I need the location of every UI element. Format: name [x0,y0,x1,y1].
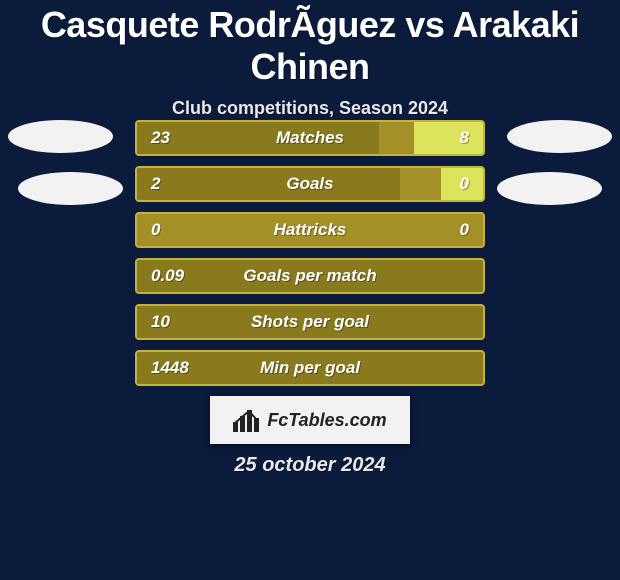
branding-text: FcTables.com [267,410,386,431]
branding-badge: FcTables.com [210,396,410,444]
stat-row: 2 0 Goals [135,166,485,202]
stat-value-right: 8 [460,128,469,148]
player-right-avatar-1 [507,120,612,153]
page-title: Casquete RodrÃ­guez vs Arakaki Chinen [0,0,620,88]
stat-row: 23 8 Matches [135,120,485,156]
stats-bars: 23 8 Matches 2 0 Goals 0 0 Hattricks 0.09 Goals pe… [135,120,485,396]
stat-value-left: 1448 [151,358,189,378]
stat-fill-right [414,122,483,154]
stat-value-left: 0.09 [151,266,184,286]
stat-label: Shots per goal [251,312,369,332]
stat-row: 10 Shots per goal [135,304,485,340]
comparison-card: Casquete RodrÃ­guez vs Arakaki Chinen Cl… [0,0,620,580]
stat-label: Matches [276,128,344,148]
stat-value-left: 10 [151,312,170,332]
stat-value-left: 23 [151,128,170,148]
bars-icon [233,408,261,432]
stat-value-left: 0 [151,220,160,240]
player-left-avatar-1 [8,120,113,153]
stat-label: Hattricks [274,220,347,240]
stat-row: 0.09 Goals per match [135,258,485,294]
stat-value-right: 0 [460,174,469,194]
page-subtitle: Club competitions, Season 2024 [0,98,620,119]
player-right-avatar-2 [497,172,602,205]
stat-row: 1448 Min per goal [135,350,485,386]
stat-fill-left [137,168,400,200]
stat-label: Min per goal [260,358,360,378]
stat-label: Goals [286,174,333,194]
date-label: 25 october 2024 [0,454,620,477]
stat-label: Goals per match [243,266,376,286]
player-left-avatar-2 [18,172,123,205]
stat-row: 0 0 Hattricks [135,212,485,248]
stat-value-left: 2 [151,174,160,194]
stat-value-right: 0 [460,220,469,240]
